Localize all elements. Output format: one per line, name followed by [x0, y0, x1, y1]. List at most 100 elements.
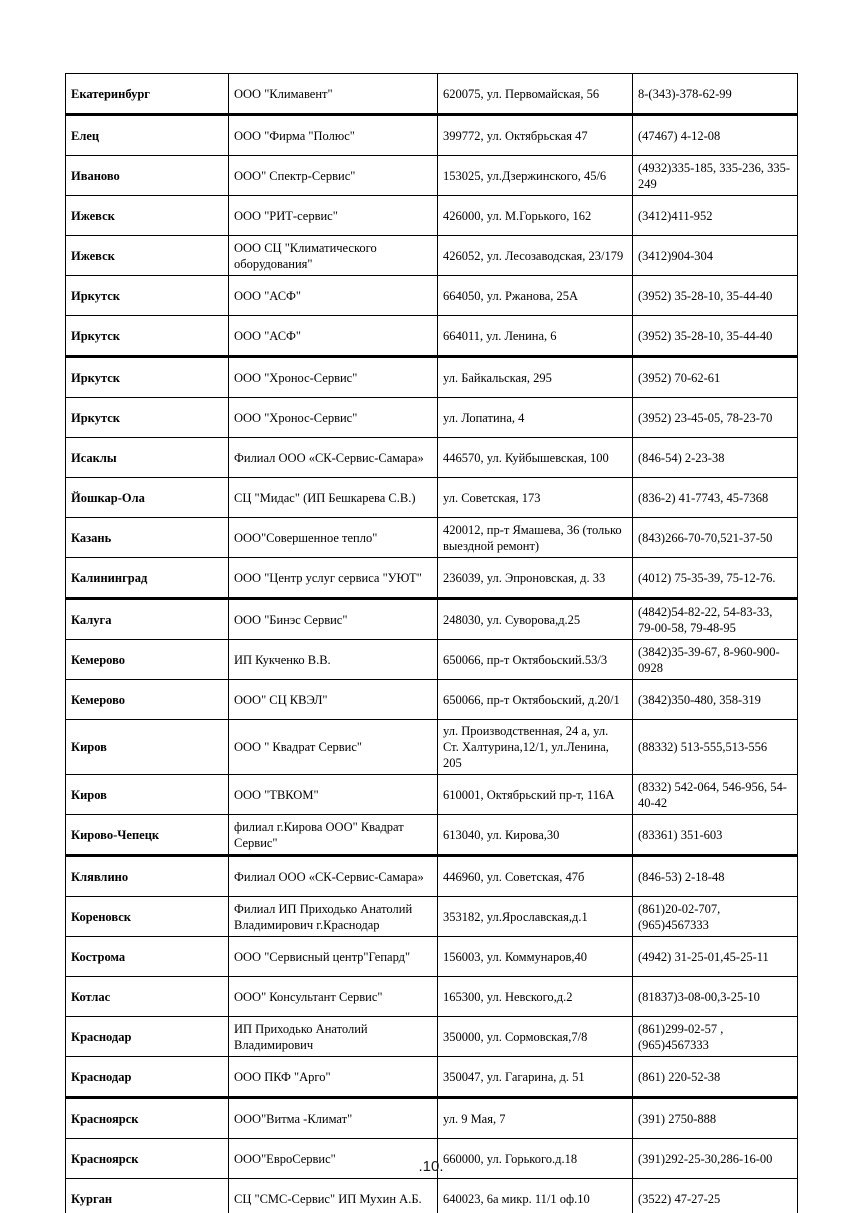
phone-cell: (836-2) 41-7743, 45-7368 [632, 477, 798, 518]
company-cell: филиал г.Кирова ООО" Квадрат Сервис" [228, 814, 438, 856]
phone-cell: (3952) 35-28-10, 35-44-40 [632, 315, 798, 357]
phone-cell: (88332) 513-555,513-556 [632, 719, 798, 775]
company-cell: ООО "Фирма "Полюс" [228, 113, 438, 156]
company-cell: ООО"ЕвроСервис" [228, 1138, 438, 1179]
phone-cell: (843)266-70-70,521-37-50 [632, 517, 798, 558]
company-cell: ООО "Бинэс Сервис" [228, 597, 438, 640]
service-centers-table: Екатеринбург ООО "Климавент" 620075, ул. П… [65, 73, 798, 1213]
address-cell: 664011, ул. Ленина, 6 [437, 315, 633, 357]
table-row: Екатеринбург ООО "Климавент" 620075, ул. П… [65, 73, 798, 115]
company-cell: Филиал ИП Приходько Анатолий Владимирови… [228, 896, 438, 937]
phone-cell: (861)299-02-57 ,(965)4567333 [632, 1016, 798, 1057]
table-row: Калуга ООО "Бинэс Сервис" 248030, ул. Суво… [65, 597, 798, 640]
city-cell: Киров [65, 774, 229, 815]
company-cell: ООО" Консультант Сервис" [228, 976, 438, 1017]
table-row: Красноярск ООО"Витма -Климат" ул. 9 Мая, 7… [65, 1096, 798, 1139]
table-row: Киров ООО " Квадрат Сервис" ул. Производст… [65, 719, 798, 775]
phone-cell: (4932)335-185, 335-236, 335-249 [632, 155, 798, 196]
city-cell: Кемерово [65, 679, 229, 720]
table-row: Ижевск ООО СЦ "Климатического оборудовани… [65, 235, 798, 276]
table-row: Иркутск ООО "Хронос-Сервис" ул. Байкальска… [65, 355, 798, 398]
table-row: Курган СЦ "СМС-Сервис" ИП Мухин А.Б. 64002… [65, 1178, 798, 1213]
address-cell: 613040, ул. Кирова,30 [437, 814, 633, 856]
city-cell: Котлас [65, 976, 229, 1017]
table-row: Клявлино Филиал ООО «СК-Сервис-Самара» 446… [65, 854, 798, 897]
company-cell: СЦ "СМС-Сервис" ИП Мухин А.Б. [228, 1178, 438, 1213]
company-cell: Филиал ООО «СК-Сервис-Самара» [228, 854, 438, 897]
address-cell: 350000, ул. Сормовская,7/8 [437, 1016, 633, 1057]
phone-cell: (4012) 75-35-39, 75-12-76. [632, 557, 798, 599]
phone-cell: (4942) 31-25-01,45-25-11 [632, 936, 798, 977]
address-cell: 426000, ул. М.Горького, 162 [437, 195, 633, 236]
phone-cell: (47467) 4-12-08 [632, 113, 798, 156]
address-cell: ул. 9 Мая, 7 [437, 1096, 633, 1139]
city-cell: Краснодар [65, 1016, 229, 1057]
address-cell: 426052, ул. Лесозаводская, 23/179 [437, 235, 633, 276]
city-cell: Курган [65, 1178, 229, 1213]
page-number: .10. [418, 1158, 444, 1175]
address-cell: 153025, ул.Дзержинского, 45/6 [437, 155, 633, 196]
company-cell: ООО "Сервисный центр"Гепард" [228, 936, 438, 977]
phone-cell: (81837)3-08-00,3-25-10 [632, 976, 798, 1017]
city-cell: Елец [65, 113, 229, 156]
address-cell: 620075, ул. Первомайская, 56 [437, 73, 633, 115]
phone-cell: (846-54) 2-23-38 [632, 437, 798, 478]
city-cell: Клявлино [65, 854, 229, 897]
phone-cell: (3842)350-480, 358-319 [632, 679, 798, 720]
company-cell: ООО "Климавент" [228, 73, 438, 115]
phone-cell: 8-(343)-378-62-99 [632, 73, 798, 115]
phone-cell: (3412)904-304 [632, 235, 798, 276]
address-cell: 610001, Октябрьский пр-т, 116А [437, 774, 633, 815]
table-row: Кемерово ООО" СЦ КВЭЛ" 650066, пр-т Октябо… [65, 679, 798, 720]
city-cell: Калининград [65, 557, 229, 599]
address-cell: ул. Байкальская, 295 [437, 355, 633, 398]
phone-cell: (391)292-25-30,286-16-00 [632, 1138, 798, 1179]
address-cell: 650066, пр-т Октябоьский, д.20/1 [437, 679, 633, 720]
city-cell: Иваново [65, 155, 229, 196]
address-cell: ул. Советская, 173 [437, 477, 633, 518]
company-cell: СЦ "Мидас" (ИП Бешкарева С.В.) [228, 477, 438, 518]
address-cell: 248030, ул. Суворова,д.25 [437, 597, 633, 640]
company-cell: ИП Приходько Анатолий Владимирович [228, 1016, 438, 1057]
table-row: Кострома ООО "Сервисный центр"Гепард" 1560… [65, 936, 798, 977]
city-cell: Киров [65, 719, 229, 775]
address-cell: 399772, ул. Октябрьская 47 [437, 113, 633, 156]
city-cell: Иркутск [65, 315, 229, 357]
table-row: Иркутск ООО "АСФ" 664050, ул. Ржанова, 25А… [65, 275, 798, 316]
company-cell: ООО "ТВКОМ" [228, 774, 438, 815]
phone-cell: (861) 220-52-38 [632, 1056, 798, 1098]
city-cell: Исаклы [65, 437, 229, 478]
table-row: Калининград ООО "Центр услуг сервиса "УЮТ… [65, 557, 798, 599]
city-cell: Иркутск [65, 397, 229, 438]
table-body: Екатеринбург ООО "Климавент" 620075, ул. П… [65, 73, 798, 1213]
company-cell: ООО "Хронос-Сервис" [228, 397, 438, 438]
phone-cell: (861)20-02-707, (965)4567333 [632, 896, 798, 937]
company-cell: ООО "Хронос-Сервис" [228, 355, 438, 398]
address-cell: 640023, 6а микр. 11/1 оф.10 [437, 1178, 633, 1213]
table-row: Кемерово ИП Кукченко В.В. 650066, пр-т Окт… [65, 639, 798, 680]
table-row: Красноярск ООО"ЕвроСервис" 660000, ул. Гор… [65, 1138, 798, 1179]
address-cell: 446570, ул. Куйбышевская, 100 [437, 437, 633, 478]
phone-cell: (83361) 351-603 [632, 814, 798, 856]
company-cell: ООО "Центр услуг сервиса "УЮТ" [228, 557, 438, 599]
city-cell: Ижевск [65, 235, 229, 276]
company-cell: ООО СЦ "Климатического оборудования" [228, 235, 438, 276]
company-cell: ИП Кукченко В.В. [228, 639, 438, 680]
company-cell: ООО "АСФ" [228, 315, 438, 357]
company-cell: ООО ПКФ "Арго" [228, 1056, 438, 1098]
address-cell: 236039, ул. Эпроновская, д. 33 [437, 557, 633, 599]
company-cell: ООО "АСФ" [228, 275, 438, 316]
city-cell: Ижевск [65, 195, 229, 236]
table-row: Ижевск ООО "РИТ-сервис" 426000, ул. М.Горь… [65, 195, 798, 236]
address-cell: 156003, ул. Коммунаров,40 [437, 936, 633, 977]
phone-cell: (3842)35-39-67, 8-960-900-0928 [632, 639, 798, 680]
table-row: Кореновск Филиал ИП Приходько Анатолий Вл… [65, 896, 798, 937]
company-cell: ООО"Совершенное тепло" [228, 517, 438, 558]
city-cell: Красноярск [65, 1096, 229, 1139]
phone-cell: (3522) 47-27-25 [632, 1178, 798, 1213]
city-cell: Калуга [65, 597, 229, 640]
city-cell: Кирово-Чепецк [65, 814, 229, 856]
phone-cell: (3952) 23-45-05, 78-23-70 [632, 397, 798, 438]
city-cell: Кореновск [65, 896, 229, 937]
